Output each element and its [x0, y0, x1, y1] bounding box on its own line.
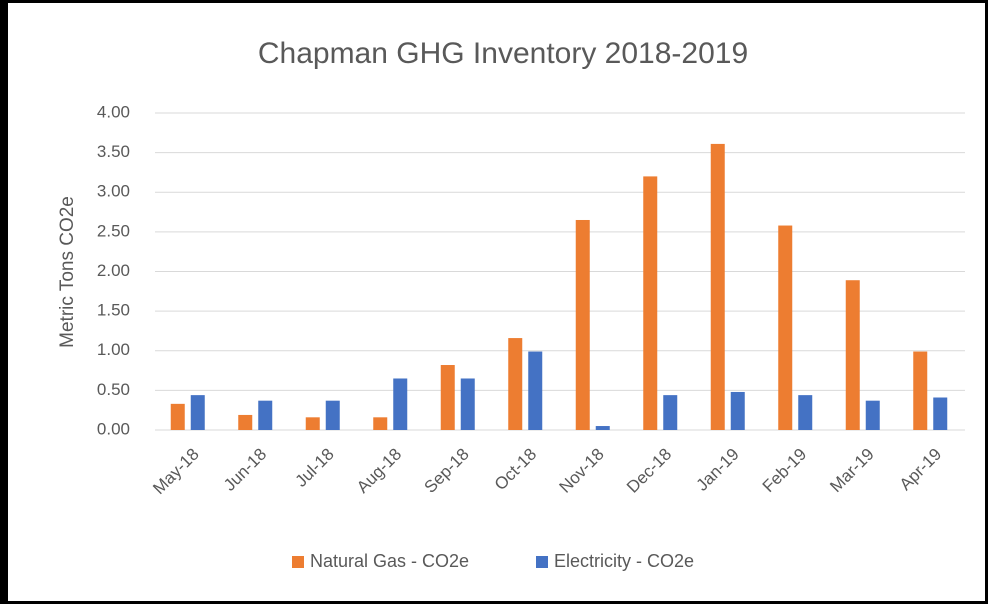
bar — [238, 414, 253, 430]
chart-title: Chapman GHG Inventory 2018-2019 — [258, 37, 748, 70]
x-tick-label: Sep-18 — [421, 445, 473, 497]
bar — [190, 395, 205, 430]
legend-label: Electricity - CO2e — [554, 551, 694, 571]
x-tick-label: Jan-19 — [693, 445, 743, 495]
bar — [373, 417, 388, 430]
bar — [663, 395, 678, 430]
y-tick-label: 3.00 — [97, 182, 130, 201]
x-tick-label: Jun-18 — [220, 445, 270, 495]
bar — [865, 400, 880, 430]
bar — [913, 351, 928, 430]
legend-swatch — [536, 556, 548, 568]
bar — [393, 378, 408, 430]
y-tick-label: 3.50 — [97, 142, 130, 161]
y-tick-label: 4.00 — [97, 102, 130, 121]
x-tick-label: Feb-19 — [759, 445, 811, 497]
y-tick-label: 0.50 — [97, 380, 130, 399]
bar — [170, 403, 185, 430]
legend-swatch — [292, 556, 304, 568]
x-tick-label: Apr-19 — [896, 445, 946, 495]
bar — [595, 426, 610, 430]
x-tick-label: Jul-18 — [292, 445, 338, 491]
bar — [258, 400, 273, 430]
bar — [933, 397, 948, 430]
y-tick-label: 1.00 — [97, 340, 130, 359]
legend-label: Natural Gas - CO2e — [310, 551, 469, 571]
y-tick-label: 1.50 — [97, 301, 130, 320]
y-axis-title: Metric Tons CO2e — [57, 196, 78, 348]
bar — [508, 338, 523, 430]
bar — [460, 378, 475, 430]
bar — [778, 225, 793, 430]
bar — [575, 219, 590, 430]
x-tick-label: Nov-18 — [556, 445, 608, 497]
y-tick-label: 0.00 — [97, 419, 130, 438]
bar — [798, 395, 813, 430]
y-tick-label: 2.50 — [97, 221, 130, 240]
x-tick-label: Aug-18 — [353, 445, 405, 497]
x-tick-label: Dec-18 — [623, 445, 675, 497]
bar — [528, 351, 543, 430]
bar — [325, 400, 340, 430]
bar — [440, 365, 455, 430]
bar — [305, 417, 320, 430]
x-tick-label: Oct-18 — [491, 445, 541, 495]
bar — [643, 176, 658, 430]
x-tick-label: Mar-19 — [826, 445, 878, 497]
bar — [710, 143, 725, 430]
x-tick-label: May-18 — [149, 445, 203, 499]
bar — [730, 391, 745, 430]
y-tick-label: 2.00 — [97, 261, 130, 280]
bar — [845, 280, 860, 430]
